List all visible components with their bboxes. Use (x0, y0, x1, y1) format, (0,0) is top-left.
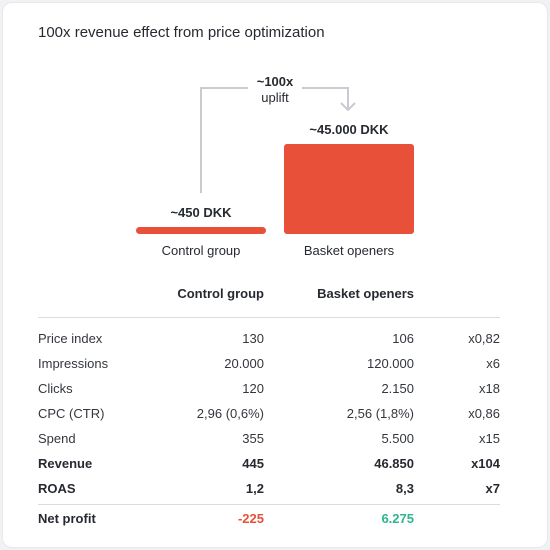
table-row-net-profit: Net profit -225 6.275 (38, 511, 500, 531)
bar-basket-openers (284, 144, 414, 234)
row-basket-value: 106 (392, 331, 414, 346)
row-ratio-value: x0,82 (468, 331, 500, 346)
row-ratio-value: x7 (485, 481, 500, 496)
row-ratio-value: x18 (479, 381, 500, 396)
row-basket-value: 6.275 (381, 511, 414, 526)
row-label: ROAS (38, 481, 76, 496)
table-row: Revenue 445 46.850 x104 (38, 456, 500, 476)
row-ratio-value: x6 (486, 356, 500, 371)
table-row: Clicks 120 2.150 x18 (38, 381, 500, 401)
table-row: Spend 355 5.500 x15 (38, 431, 500, 451)
row-control-value: 2,96 (0,6%) (196, 406, 264, 421)
chart-title: 100x revenue effect from price optimizat… (38, 24, 325, 41)
row-ratio-value: x0,86 (468, 406, 500, 421)
uplift-arrowhead (340, 102, 356, 112)
row-label: Spend (38, 431, 76, 446)
table-row: Price index 130 106 x0,82 (38, 331, 500, 351)
table-row: ROAS 1,2 8,3 x7 (38, 481, 500, 501)
uplift-word: uplift (261, 90, 289, 105)
control-value-label: ~450 DKK (170, 205, 232, 220)
row-control-value: 20.000 (224, 356, 264, 371)
row-control-value: -225 (237, 511, 264, 526)
bar-control-group (136, 227, 266, 234)
row-label: CPC (CTR) (38, 406, 105, 421)
chart-canvas (136, 87, 414, 234)
row-basket-value: 2,56 (1,8%) (346, 406, 414, 421)
basket-category-label: Basket openers (303, 243, 395, 258)
row-label: Impressions (38, 356, 109, 371)
row-control-value: 445 (242, 456, 264, 471)
row-control-value: 355 (242, 431, 264, 446)
control-category-label: Control group (161, 243, 241, 258)
basket-value-label: ~45.000 DKK (309, 122, 389, 137)
row-basket-value: 8,3 (395, 481, 414, 496)
table-row: Impressions 20.000 120.000 x6 (38, 356, 500, 376)
row-basket-value: 120.000 (367, 356, 414, 371)
table-row: CPC (CTR) 2,96 (0,6%) 2,56 (1,8%) x0,86 (38, 406, 500, 426)
header-basket: Basket openers (317, 286, 414, 301)
row-control-value: 120 (242, 381, 264, 396)
row-ratio-value: x104 (471, 456, 500, 471)
uplift-annotation: ~100x uplift (225, 74, 325, 106)
header-divider (38, 317, 500, 318)
footer-divider (38, 504, 500, 505)
row-label: Price index (38, 331, 103, 346)
row-basket-value: 2.150 (381, 381, 414, 396)
row-basket-value: 46.850 (374, 456, 414, 471)
row-control-value: 1,2 (245, 481, 264, 496)
row-control-value: 130 (242, 331, 264, 346)
row-ratio-value: x15 (479, 431, 500, 446)
uplift-multiplier: ~100x (256, 74, 294, 89)
uplift-arrow (200, 87, 349, 193)
row-label: Net profit (38, 511, 96, 526)
header-control: Control group (177, 286, 264, 301)
row-basket-value: 5.500 (381, 431, 414, 446)
row-label: Revenue (38, 456, 93, 471)
row-label: Clicks (38, 381, 73, 396)
